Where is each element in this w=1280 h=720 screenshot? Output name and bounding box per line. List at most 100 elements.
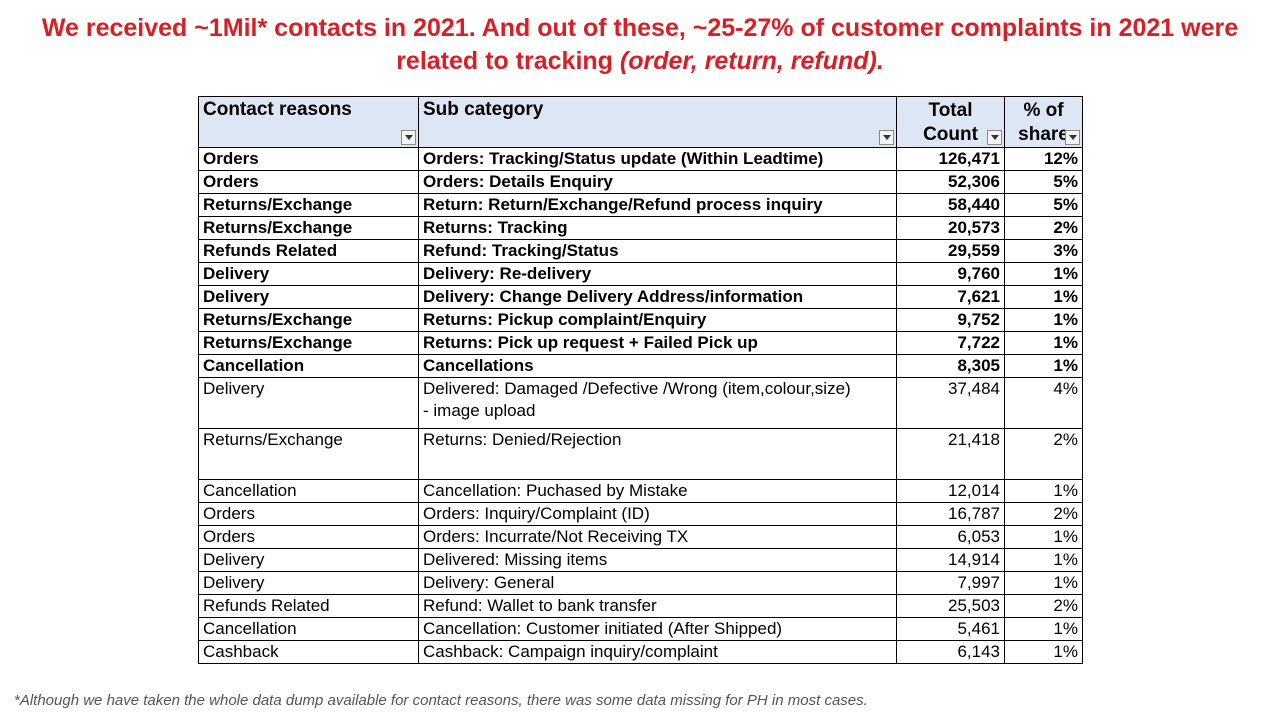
header-total-count-label: Total Count xyxy=(898,99,1004,147)
table-row: Cancellation Cancellations 8,305 1% xyxy=(198,354,1083,378)
headline-line-2-text: related to tracking xyxy=(396,47,620,75)
cell-share: 1% xyxy=(1004,331,1083,355)
cell-sub-category: Refund: Wallet to bank transfer xyxy=(418,594,897,618)
table-row: Orders Orders: Incurrate/Not Receiving TX… xyxy=(198,525,1083,549)
table-row: Returns/Exchange Returns: Pickup complain… xyxy=(198,308,1083,332)
cell-contact-reason: Refunds Related xyxy=(198,239,419,263)
filter-dropdown-sub-category[interactable] xyxy=(879,130,894,145)
table-row: Cancellation Cancellation: Customer initi… xyxy=(198,617,1083,641)
cell-total-count: 21,418 xyxy=(896,428,1005,480)
cell-sub-category: Orders: Tracking/Status update (Within L… xyxy=(418,147,897,171)
cell-total-count: 6,053 xyxy=(896,525,1005,549)
table-row: Returns/Exchange Returns: Pick up request… xyxy=(198,331,1083,355)
cell-share: 1% xyxy=(1004,525,1083,549)
contact-reasons-table: Contact reasons Sub category Total Count … xyxy=(198,96,1083,664)
header-total-count-line-2: Count xyxy=(923,124,978,145)
cell-share: 1% xyxy=(1004,262,1083,286)
table-row: Delivery Delivered: Missing items 14,914 1% xyxy=(198,548,1083,572)
header-total-count-line-1: Total xyxy=(928,100,973,121)
header-share-line-2: share xyxy=(1018,124,1069,145)
cell-sub-category: Refund: Tracking/Status xyxy=(418,239,897,263)
cell-share: 2% xyxy=(1004,594,1083,618)
cell-share: 5% xyxy=(1004,193,1083,217)
cell-share: 2% xyxy=(1004,428,1083,480)
cell-total-count: 52,306 xyxy=(896,170,1005,194)
cell-total-count: 16,787 xyxy=(896,502,1005,526)
cell-share: 1% xyxy=(1004,479,1083,503)
cell-sub-category: Returns: Denied/Rejection xyxy=(418,428,897,480)
cell-total-count: 37,484 xyxy=(896,377,1005,429)
cell-total-count: 8,305 xyxy=(896,354,1005,378)
chevron-down-icon xyxy=(882,135,891,140)
cell-contact-reason: Delivery xyxy=(198,377,419,429)
cell-total-count: 126,471 xyxy=(896,147,1005,171)
table-row: Delivery Delivery: Re-delivery 9,760 1% xyxy=(198,262,1083,286)
header-sub-category-label: Sub category xyxy=(423,99,544,120)
cell-contact-reason: Cancellation xyxy=(198,479,419,503)
cell-contact-reason: Refunds Related xyxy=(198,594,419,618)
cell-contact-reason: Delivery xyxy=(198,285,419,309)
cell-total-count: 7,997 xyxy=(896,571,1005,595)
table-row: Delivery Delivered: Damaged /Defective /W… xyxy=(198,377,1083,429)
cell-share: 2% xyxy=(1004,216,1083,240)
cell-sub-category: Orders: Details Enquiry xyxy=(418,170,897,194)
cell-total-count: 5,461 xyxy=(896,617,1005,641)
cell-sub-category: Delivery: Change Delivery Address/inform… xyxy=(418,285,897,309)
chevron-down-icon xyxy=(990,135,999,140)
cell-total-count: 29,559 xyxy=(896,239,1005,263)
cell-contact-reason: Returns/Exchange xyxy=(198,308,419,332)
table-row: Orders Orders: Inquiry/Complaint (ID) 16,7… xyxy=(198,502,1083,526)
cell-sub-category: Delivery: Re-delivery xyxy=(418,262,897,286)
header-contact-reasons-label: Contact reasons xyxy=(203,99,352,120)
cell-sub-category: Delivered: Damaged /Defective /Wrong (it… xyxy=(418,377,897,429)
cell-share: 3% xyxy=(1004,239,1083,263)
cell-contact-reason: Cancellation xyxy=(198,354,419,378)
table-row: Orders Orders: Tracking/Status update (Wi… xyxy=(198,147,1083,171)
cell-total-count: 6,143 xyxy=(896,640,1005,664)
cell-sub-category: Returns: Pick up request + Failed Pick u… xyxy=(418,331,897,355)
cell-total-count: 12,014 xyxy=(896,479,1005,503)
cell-contact-reason: Orders xyxy=(198,170,419,194)
cell-sub-category: Cashback: Campaign inquiry/complaint xyxy=(418,640,897,664)
cell-contact-reason: Delivery xyxy=(198,548,419,572)
cell-sub-category: Orders: Inquiry/Complaint (ID) xyxy=(418,502,897,526)
cell-sub-category: Return: Return/Exchange/Refund process i… xyxy=(418,193,897,217)
filter-dropdown-contact-reasons[interactable] xyxy=(401,130,416,145)
cell-total-count: 7,621 xyxy=(896,285,1005,309)
table-row: Refunds Related Refund: Wallet to bank tr… xyxy=(198,594,1083,618)
cell-contact-reason: Returns/Exchange xyxy=(198,331,419,355)
cell-sub-category: Delivered: Missing items xyxy=(418,548,897,572)
cell-contact-reason: Orders xyxy=(198,525,419,549)
table-row: Delivery Delivery: General 7,997 1% xyxy=(198,571,1083,595)
cell-total-count: 7,722 xyxy=(896,331,1005,355)
cell-sub-category: Returns: Tracking xyxy=(418,216,897,240)
cell-sub-category: Returns: Pickup complaint/Enquiry xyxy=(418,308,897,332)
table-row: Returns/Exchange Returns: Tracking 20,573 2… xyxy=(198,216,1083,240)
cell-contact-reason: Delivery xyxy=(198,262,419,286)
headline-line-1: We received ~1Mil* contacts in 2021. And… xyxy=(41,14,1239,42)
header-share-line-1: % of xyxy=(1023,100,1064,121)
table-body: Orders Orders: Tracking/Status update (Wi… xyxy=(198,147,1083,664)
cell-share: 5% xyxy=(1004,170,1083,194)
header-contact-reasons: Contact reasons xyxy=(198,96,419,148)
table-row: Delivery Delivery: Change Delivery Addres… xyxy=(198,285,1083,309)
table-row: Returns/Exchange Return: Return/Exchange/… xyxy=(198,193,1083,217)
header-share: % of share xyxy=(1004,96,1083,148)
table-row: Cancellation Cancellation: Puchased by Mi… xyxy=(198,479,1083,503)
filter-dropdown-total-count[interactable] xyxy=(987,130,1002,145)
cell-share: 1% xyxy=(1004,354,1083,378)
chevron-down-icon xyxy=(1068,135,1077,140)
cell-share: 1% xyxy=(1004,308,1083,332)
chevron-down-icon xyxy=(404,135,413,140)
filter-dropdown-share[interactable] xyxy=(1065,130,1080,145)
cell-sub-category: Cancellation: Customer initiated (After … xyxy=(418,617,897,641)
cell-contact-reason: Delivery xyxy=(198,571,419,595)
cell-contact-reason: Orders xyxy=(198,502,419,526)
cell-sub-category: Cancellations xyxy=(418,354,897,378)
header-share-label: % of share xyxy=(1006,99,1082,147)
cell-share: 4% xyxy=(1004,377,1083,429)
cell-share: 1% xyxy=(1004,571,1083,595)
cell-share: 12% xyxy=(1004,147,1083,171)
table-row: Refunds Related Refund: Tracking/Status 29… xyxy=(198,239,1083,263)
cell-share: 1% xyxy=(1004,617,1083,641)
